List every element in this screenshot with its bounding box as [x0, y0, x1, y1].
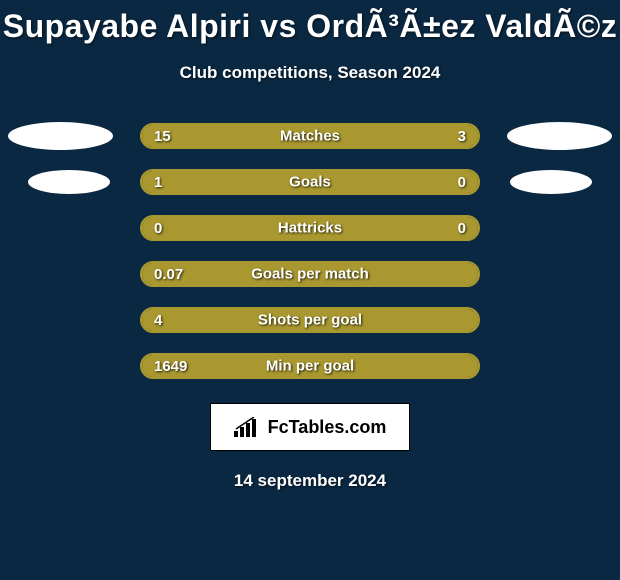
- player-right-marker: [507, 122, 612, 150]
- player-left-marker: [8, 122, 113, 150]
- player-left-marker: [28, 170, 110, 194]
- subtitle: Club competitions, Season 2024: [0, 63, 620, 83]
- stat-bar: 1649 Min per goal: [140, 353, 480, 379]
- stat-right-segment: 0: [411, 171, 478, 193]
- stat-left-segment: 15: [142, 125, 404, 147]
- stat-left-value: 15: [142, 128, 183, 145]
- stat-label: Shots per goal: [258, 312, 362, 329]
- date-text: 14 september 2024: [0, 471, 620, 491]
- stat-row: 1 0 Goals: [0, 169, 620, 195]
- stat-left-value: 1: [142, 174, 174, 191]
- logo-text: FcTables.com: [268, 417, 387, 438]
- logo-chart-icon: [234, 417, 262, 437]
- stat-left-value: 0: [142, 220, 174, 237]
- stat-label: Matches: [280, 128, 340, 145]
- player-right-marker: [510, 170, 592, 194]
- stats-list: 15 3 Matches 1 0 Goals 0 0 Hattricks 0.07 Goals pe…: [0, 123, 620, 379]
- stat-row: 1649 Min per goal: [0, 353, 620, 379]
- stat-right-segment: 3: [404, 125, 478, 147]
- stat-row: 0.07 Goals per match: [0, 261, 620, 287]
- logo-box: FcTables.com: [210, 403, 410, 451]
- main-container: Supayabe Alpiri vs OrdÃ³Ã±ez ValdÃ©z Clu…: [0, 0, 620, 491]
- stat-bar: 4 Shots per goal: [140, 307, 480, 333]
- stat-label: Goals per match: [251, 266, 369, 283]
- page-title: Supayabe Alpiri vs OrdÃ³Ã±ez ValdÃ©z: [0, 8, 620, 45]
- stat-left-value: 4: [142, 312, 174, 329]
- stat-label: Goals: [289, 174, 331, 191]
- stat-label: Hattricks: [278, 220, 342, 237]
- stat-label: Min per goal: [266, 358, 354, 375]
- stat-left-segment: 1: [142, 171, 411, 193]
- stat-bar: 15 3 Matches: [140, 123, 480, 149]
- stat-bar: 0.07 Goals per match: [140, 261, 480, 287]
- stat-right-value: 0: [446, 220, 478, 237]
- stat-row: 15 3 Matches: [0, 123, 620, 149]
- stat-bar: 1 0 Goals: [140, 169, 480, 195]
- stat-right-value: 0: [446, 174, 478, 191]
- stat-left-value: 1649: [142, 358, 199, 375]
- stat-left-value: 0.07: [142, 266, 195, 283]
- stat-right-value: 3: [446, 128, 478, 145]
- stat-row: 0 0 Hattricks: [0, 215, 620, 241]
- stat-bar: 0 0 Hattricks: [140, 215, 480, 241]
- stat-row: 4 Shots per goal: [0, 307, 620, 333]
